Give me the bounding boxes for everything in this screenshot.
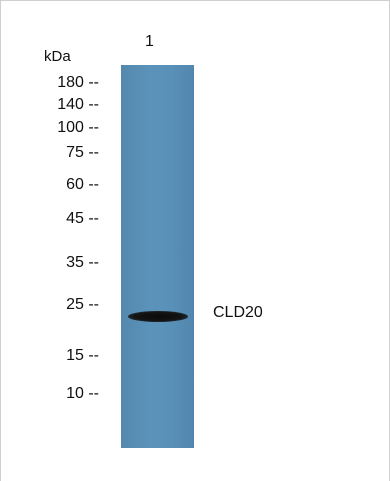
- marker-label-100: 100 --: [57, 119, 99, 136]
- lane-number: 1: [145, 33, 154, 50]
- blot-lane: [121, 65, 194, 448]
- marker-label-45: 45 --: [66, 210, 99, 227]
- unit-label: kDa: [44, 48, 71, 65]
- marker-label-10: 10 --: [66, 385, 99, 402]
- marker-label-35: 35 --: [66, 254, 99, 271]
- marker-label-60: 60 --: [66, 176, 99, 193]
- marker-label-180: 180 --: [57, 74, 99, 91]
- band-label: CLD20: [213, 304, 263, 321]
- marker-label-75: 75 --: [66, 144, 99, 161]
- protein-band: [128, 311, 188, 322]
- marker-label-25: 25 --: [66, 296, 99, 313]
- marker-label-15: 15 --: [66, 347, 99, 364]
- marker-label-140: 140 --: [57, 96, 99, 113]
